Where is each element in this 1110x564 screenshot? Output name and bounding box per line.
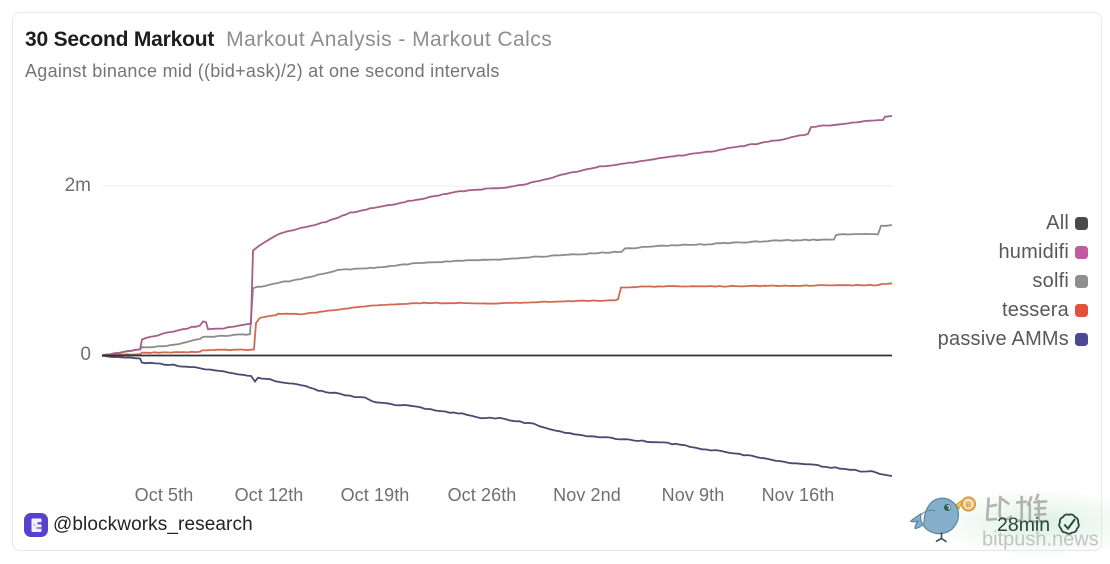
svg-text:B: B	[966, 500, 972, 509]
svg-text:bitpush.news: bitpush.news	[982, 529, 1099, 551]
svg-text:28min: 28min	[997, 514, 1050, 536]
